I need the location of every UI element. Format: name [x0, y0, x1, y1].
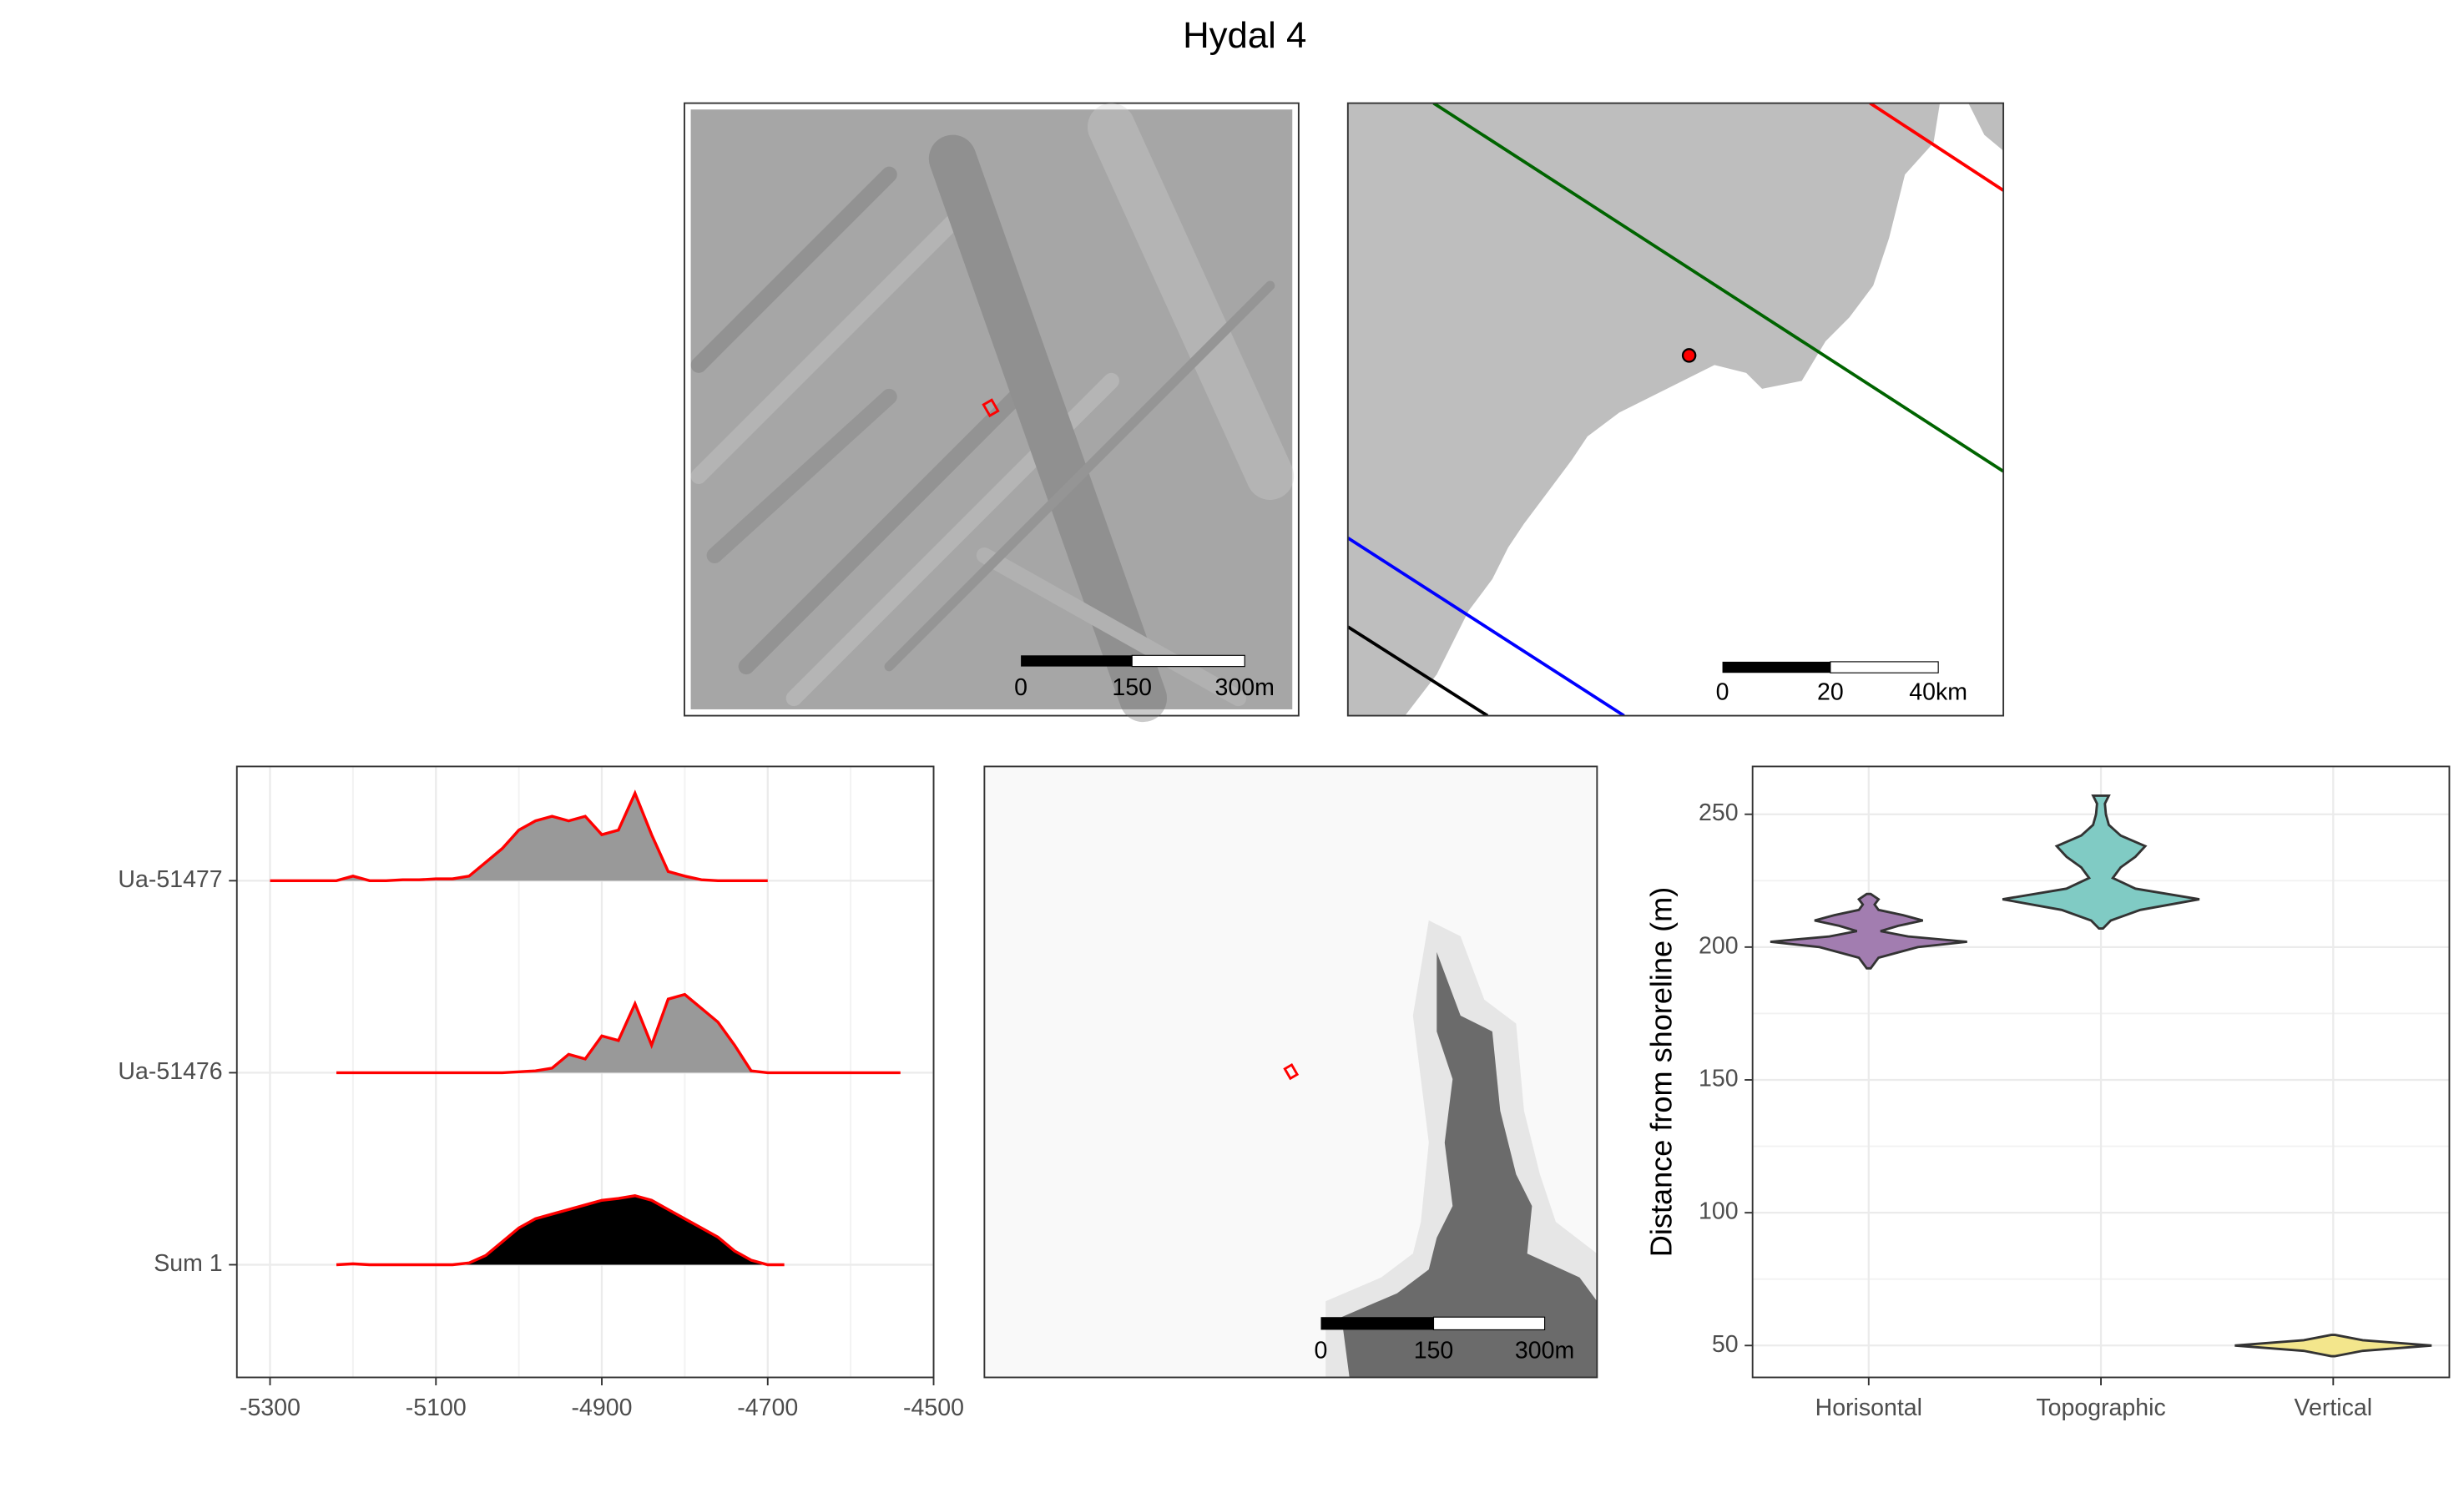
scale-label: 150 [1414, 1338, 1454, 1364]
x-tick-label: -5100 [406, 1395, 467, 1421]
y-tick-label: Ua-51476 [118, 1058, 222, 1085]
x-tick-label: -4700 [737, 1395, 798, 1421]
y-tick-label: Ua-51477 [118, 866, 222, 893]
y-tick-label: 200 [1699, 932, 1739, 959]
y-tick-label: 100 [1699, 1198, 1739, 1225]
x-tick-label: -4900 [572, 1395, 633, 1421]
x-tick-label: Horisontal [1815, 1395, 1922, 1421]
scale-label: 40km [1909, 678, 1967, 705]
ridge-line [336, 992, 901, 1075]
figure-title: Hydal 4 [1183, 15, 1306, 56]
violin [2234, 1334, 2432, 1358]
scale-label: 150 [1112, 674, 1152, 701]
map-local [983, 765, 1598, 1379]
x-tick-label: -4500 [903, 1395, 964, 1421]
scale-label: 0 [1014, 674, 1028, 701]
map-hillshade [684, 102, 1300, 723]
y-tick-label: Sum 1 [154, 1250, 222, 1277]
violin [1770, 892, 1967, 970]
y-tick-label: 250 [1699, 799, 1739, 826]
scale-label: 20 [1817, 678, 1844, 705]
y-axis-title: Distance from shoreline (m) [1644, 887, 1679, 1257]
map-overview [1346, 102, 2005, 717]
ridge-line [270, 789, 768, 883]
scale-label: 300m [1515, 1338, 1574, 1364]
scale-label: 0 [1315, 1338, 1328, 1364]
scale-label: 0 [1716, 678, 1729, 705]
ridge-area [336, 994, 901, 1073]
violin-plot [1752, 766, 2450, 1378]
x-tick-label: Vertical [2295, 1395, 2373, 1421]
x-tick-label: -5300 [240, 1395, 300, 1421]
y-tick-label: 150 [1699, 1066, 1739, 1092]
x-tick-label: Topographic [2036, 1395, 2165, 1421]
ridge-line [336, 1194, 785, 1267]
scale-label: 300m [1215, 674, 1275, 701]
y-tick-label: 50 [1712, 1331, 1739, 1358]
violin [2002, 794, 2200, 931]
